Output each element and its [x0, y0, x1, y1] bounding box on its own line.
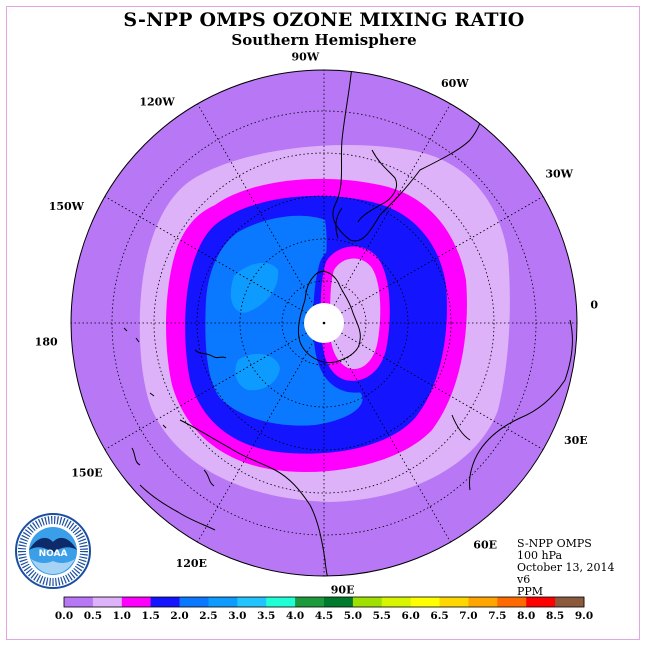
contour-band-2.5-west — [230, 262, 279, 313]
colorbar-swatch — [324, 597, 354, 607]
longitude-label: 30W — [545, 168, 573, 181]
parallel-60s — [196, 195, 452, 451]
colorbar: 0.0 0.5 1.0 1.5 2.0 2.5 3.0 3.5 4.0 4.5 5.0 5.5 6.0 6… — [55, 596, 593, 622]
colorbar-tick-label: 0.0 — [55, 610, 73, 622]
colorbar-tick-label: 1.5 — [142, 610, 160, 622]
longitude-label: 60W — [441, 77, 469, 90]
colorbar-tick-label: 0.5 — [84, 610, 102, 622]
colorbar-swatch — [150, 597, 181, 607]
ozone-field — [71, 70, 577, 576]
colorbar-swatch — [64, 597, 94, 607]
south-pole-marker — [322, 321, 326, 325]
colorbar-swatch — [439, 597, 469, 607]
colorbar-tick-label: 8.0 — [517, 610, 535, 622]
colorbar-tick-label: 5.0 — [344, 610, 362, 622]
figure-frame — [6, 6, 640, 640]
longitude-labels: 90W 60W 30W 0 30E 60E 90E 120E 150E 180 150W 120W — [35, 51, 599, 597]
colorbar-swatch — [237, 597, 267, 607]
colorbar-swatch — [555, 597, 585, 607]
colorbar-tick-label: 3.0 — [228, 610, 246, 622]
colorbar-swatch — [468, 597, 498, 607]
longitude-label: 150E — [71, 466, 102, 479]
colorbar-swatch — [208, 597, 238, 607]
info-date: October 13, 2014 — [517, 561, 615, 574]
longitude-label: 120E — [176, 557, 207, 570]
colorbar-tick-label: 2.5 — [199, 610, 217, 622]
longitude-label: 120W — [139, 96, 175, 109]
info-units: PPM — [517, 585, 544, 598]
logo-wordmark: NOAA — [39, 549, 68, 559]
colorbar-swatch — [497, 597, 527, 607]
colorbar-tick-label: 7.0 — [459, 610, 477, 622]
longitude-label: 90W — [292, 51, 320, 64]
parallel-80s — [281, 280, 367, 366]
longitude-label: 60E — [473, 538, 497, 551]
colorbar-swatch — [266, 597, 296, 607]
colorbar-tick-label: 9.0 — [575, 610, 593, 622]
colorbar-swatch — [352, 597, 383, 607]
colorbar-swatch — [179, 597, 209, 607]
logo-ring-band — [18, 516, 88, 586]
logo-wave — [31, 559, 75, 574]
colorbar-swatch — [410, 597, 441, 607]
colorbar-swatch — [121, 597, 152, 607]
info-level: 100 hPa — [517, 549, 563, 562]
info-version: v6 — [517, 573, 531, 586]
colorbar-tick-label: 6.5 — [430, 610, 448, 622]
map-subtitle: Southern Hemisphere — [231, 31, 417, 49]
colorbar-tick-label: 2.0 — [170, 610, 188, 622]
logo-bird — [29, 537, 77, 553]
longitude-label: 0 — [590, 298, 598, 311]
longitude-label: 150W — [49, 200, 85, 213]
colorbar-swatch — [526, 597, 556, 607]
colorbar-tick-label: 7.5 — [488, 610, 506, 622]
info-block: S-NPP OMPS 100 hPa October 13, 2014 v6 P… — [517, 538, 615, 598]
longitude-label: 180 — [35, 336, 58, 349]
noaa-logo: NOAA — [15, 513, 91, 589]
parallel-50s — [153, 152, 495, 494]
colorbar-tick-label: 1.0 — [113, 610, 131, 622]
colorbar-tick-label: 4.5 — [315, 610, 333, 622]
map-boundary — [70, 69, 578, 577]
colorbar-outline — [63, 596, 585, 608]
colorbar-tick-label: 4.0 — [286, 610, 304, 622]
colorbar-swatch — [381, 597, 412, 607]
colorbar-swatch — [295, 597, 325, 607]
longitude-label: 90E — [331, 583, 355, 596]
colorbar-tick-label: 3.5 — [257, 610, 275, 622]
colorbar-tick-label: 5.5 — [373, 610, 391, 622]
contour-band-0.5-inner — [330, 258, 381, 370]
longitude-label: 30E — [564, 434, 588, 447]
colorbar-tick-label: 6.0 — [402, 610, 420, 622]
info-instrument: S-NPP OMPS — [517, 537, 592, 550]
map-title: S-NPP OMPS OZONE MIXING RATIO — [123, 9, 525, 31]
colorbar-tick-label: 8.5 — [546, 610, 564, 622]
colorbar-swatch — [92, 597, 123, 607]
contour-band-2.5-south — [235, 353, 280, 391]
